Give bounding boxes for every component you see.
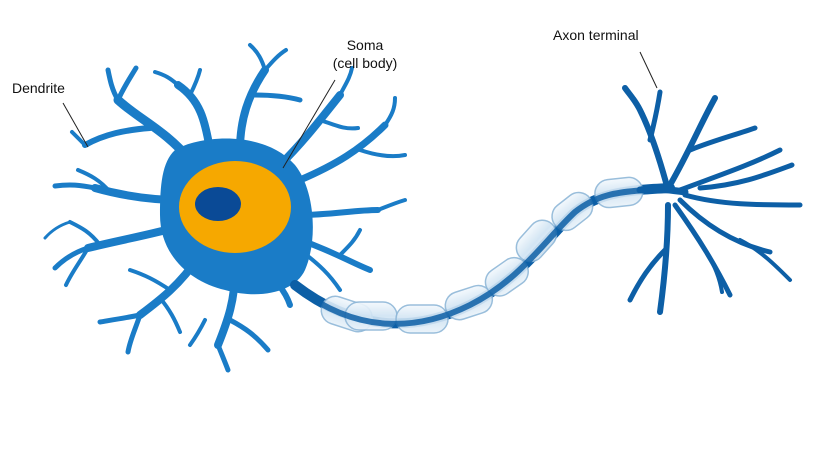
dendrite-leader-line: [62, 102, 89, 148]
axon-terminal-leader-line: [639, 51, 658, 89]
leader-lines: [62, 51, 658, 169]
dendrite-label: Dendrite: [12, 80, 65, 96]
axon-terminal-branches: [622, 85, 803, 315]
myelin-segment: [515, 219, 558, 263]
soma-label: Soma (cell body): [333, 36, 398, 72]
soma-leader-line: [282, 79, 336, 169]
axon-terminal-label: Axon terminal: [553, 27, 639, 43]
soma-label-line2: (cell body): [332, 55, 398, 71]
soma-label-line1: Soma: [346, 37, 384, 53]
nucleolus: [195, 187, 241, 221]
